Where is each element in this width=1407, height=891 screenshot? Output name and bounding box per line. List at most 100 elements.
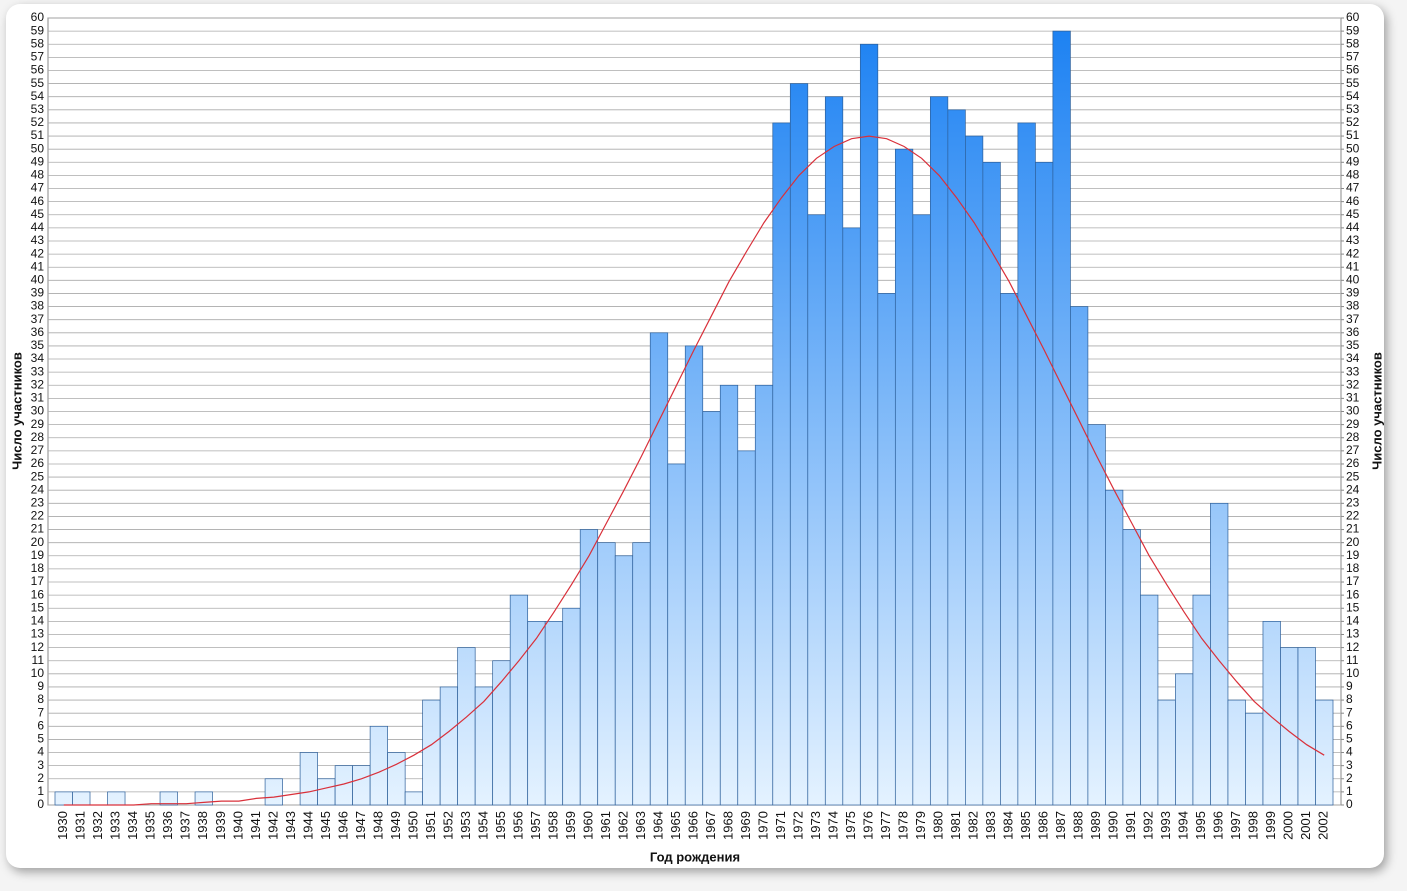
y2-tick-label: 21 [1346,522,1360,536]
y2-tick-label: 3 [1346,758,1353,772]
y-tick-label: 37 [31,312,45,326]
x-tick-label: 2000 [1281,811,1296,840]
y-tick-label: 11 [32,653,45,667]
x-tick-label: 1967 [703,811,718,840]
x-tick-label: 1963 [633,811,648,840]
x-tick-label: 1989 [1088,811,1103,840]
bar [947,109,966,806]
y2-tick-label: 59 [1346,23,1360,37]
x-tick-label: 1945 [318,811,333,840]
y2-tick-label: 31 [1346,391,1360,405]
bar [719,384,739,806]
x-tick-label: 2001 [1298,811,1313,840]
bar [159,791,178,806]
y2-tick-label: 28 [1346,430,1360,444]
y2-tick-label: 10 [1346,666,1360,680]
y-tick-label: 10 [31,666,45,680]
x-tick-label: 1997 [1228,811,1243,840]
y-tick-label: 5 [37,732,44,746]
x-tick-label: 1937 [178,811,193,840]
bar [54,791,73,806]
bar [1192,594,1211,806]
y2-tick-label: 45 [1346,207,1360,221]
x-tick-label: 1941 [248,811,263,840]
y-tick-label: 50 [31,141,45,155]
x-tick-label: 1950 [405,811,420,840]
y-tick-label: 22 [31,509,45,523]
y-tick-label: 25 [31,469,45,483]
y-tick-label: 55 [31,76,45,90]
bar [457,647,476,806]
bar [684,345,704,806]
y2-tick-label: 49 [1346,154,1360,168]
x-tick-label: 1976 [861,811,876,840]
fit-curve [63,135,1325,806]
y-tick-label: 26 [31,456,45,470]
x-tick-label: 1935 [143,811,158,840]
bar [702,411,721,806]
y-tick-label: 30 [31,404,45,418]
y-tick-label: 33 [31,364,45,378]
bar [1245,712,1264,806]
bar [597,542,616,806]
y2-axis-title: Число участников [1369,352,1384,470]
bar [1262,621,1281,806]
bar [562,607,581,806]
x-tick-label: 1943 [283,811,298,840]
y-tick-label: 40 [31,273,45,287]
y2-tick-label: 58 [1346,36,1360,50]
y2-tick-label: 40 [1346,273,1360,287]
bar [439,686,459,806]
y2-tick-label: 32 [1346,377,1360,391]
x-tick-label: 1960 [580,811,595,840]
y2-tick-label: 55 [1346,76,1360,90]
y2-tick-label: 24 [1346,482,1360,496]
bar [404,791,423,806]
y2-tick-label: 8 [1346,692,1353,706]
x-tick-label: 1962 [615,811,630,840]
x-tick-label: 1947 [353,811,368,840]
y2-tick-label: 23 [1346,495,1360,509]
x-tick-label: 1946 [335,811,350,840]
x-tick-label: 1956 [510,811,525,840]
bar [1035,161,1054,806]
y2-tick-label: 41 [1346,259,1360,273]
y-tick-label: 16 [31,587,45,601]
x-tick-label: 1979 [913,811,928,840]
bar [982,161,1001,806]
x-tick-label: 1936 [160,811,175,840]
y2-tick-label: 33 [1346,364,1360,378]
x-tick-label: 1987 [1053,811,1068,840]
y2-tick-label: 26 [1346,456,1360,470]
x-tick-label: 2002 [1316,811,1331,840]
y2-tick-label: 43 [1346,233,1360,247]
bar [422,699,441,806]
y-tick-label: 19 [31,548,45,562]
y2-tick-label: 15 [1346,600,1360,614]
x-tick-label: 1978 [896,811,911,840]
y-tick-label: 39 [31,286,45,300]
bar [1140,594,1159,806]
x-tick-label: 1939 [213,811,228,840]
y2-tick-label: 22 [1346,509,1360,523]
bar [544,621,564,806]
x-tick-label: 1996 [1211,811,1226,840]
y-tick-label: 53 [31,102,45,116]
bar [317,778,336,806]
bar [965,135,984,806]
y2-tick-label: 27 [1346,443,1360,457]
y-tick-label: 28 [31,430,45,444]
x-tick-label: 1930 [55,811,70,840]
y2-tick-label: 13 [1346,627,1360,641]
bar [1122,529,1141,806]
x-tick-label: 1966 [685,811,700,840]
y2-tick-label: 47 [1346,181,1360,195]
bar [1227,699,1246,806]
y-tick-label: 3 [37,758,44,772]
bar [72,791,91,806]
y-tick-label: 35 [31,338,45,352]
bar [1157,699,1176,806]
bar [614,555,634,806]
x-tick-label: 1957 [528,811,543,840]
x-tick-label: 1934 [125,811,140,840]
